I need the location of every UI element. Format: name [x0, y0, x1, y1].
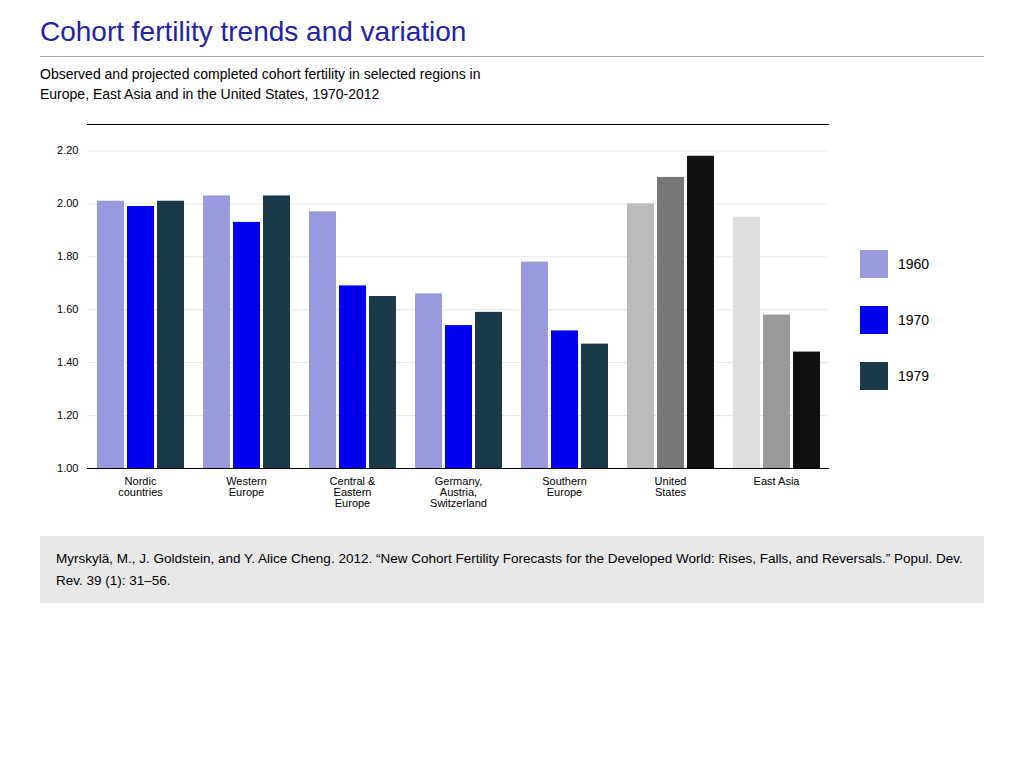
svg-text:2.20: 2.20	[57, 145, 78, 157]
svg-text:1.40: 1.40	[57, 356, 78, 368]
svg-text:1.00: 1.00	[57, 462, 78, 474]
svg-text:WesternEurope: WesternEurope	[226, 475, 267, 498]
html-text:Observed and projected complet: Observed and projected completed cohort …	[40, 66, 481, 102]
html-text:1970: 1970	[898, 312, 930, 329]
html-text:Cohort fertility trends and va: Cohort fertility trends and variation	[40, 16, 467, 47]
svg-text:East Asia: East Asia	[754, 475, 801, 487]
svg-text:1.80: 1.80	[57, 251, 78, 263]
svg-text:SouthernEurope: SouthernEurope	[542, 475, 587, 498]
html-text:Myrskylä, M., J. Goldstein, an: Myrskylä, M., J. Goldstein, and Y. Alice…	[56, 551, 963, 588]
svg-text:Germany,Austria,Switzerland: Germany,Austria,Switzerland	[430, 475, 487, 509]
svg-text:1.60: 1.60	[57, 303, 78, 315]
svg-text:2.00: 2.00	[57, 198, 78, 210]
svg-text:1.20: 1.20	[57, 409, 78, 421]
html-text:1979: 1979	[898, 368, 930, 385]
html-text:1960: 1960	[898, 256, 930, 273]
svg-text:Nordiccountries: Nordiccountries	[118, 475, 163, 498]
svg-text:UnitedStates: UnitedStates	[655, 475, 687, 498]
svg-text:Central &EasternEurope: Central &EasternEurope	[330, 475, 377, 509]
